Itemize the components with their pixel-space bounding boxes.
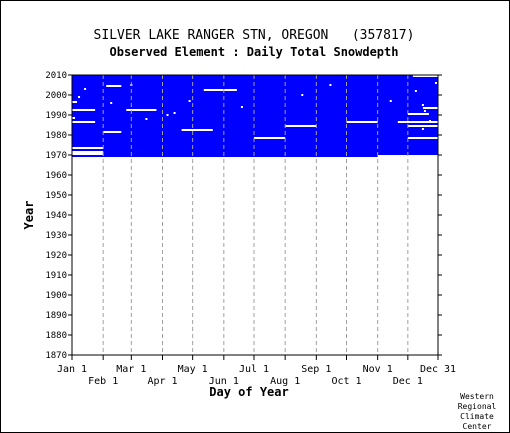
y-tick-label: 1880 (45, 331, 67, 341)
y-tick-label: 1940 (45, 211, 67, 221)
y-tick-label: 1980 (45, 131, 67, 141)
missing-data-dot (240, 106, 243, 108)
missing-data-segment (407, 157, 438, 159)
y-tick-label: 2010 (45, 71, 67, 81)
missing-data-segment (181, 129, 213, 131)
y-tick-label: 2000 (45, 91, 67, 101)
y-tick-label: 1890 (45, 311, 67, 321)
missing-data-segment (72, 151, 104, 153)
x-tick-label: May 1 (178, 364, 208, 375)
missing-data-dot (414, 90, 417, 92)
missing-data-segment (72, 121, 96, 123)
missing-data-segment (203, 89, 237, 91)
missing-data-dot (428, 120, 431, 122)
missing-data-segment (412, 75, 438, 77)
missing-data-segment (285, 125, 317, 127)
y-tick-label: 1930 (45, 231, 67, 241)
missing-data-dot (145, 118, 148, 120)
missing-data-dot (434, 82, 437, 84)
missing-data-segment (72, 101, 78, 103)
missing-data-segment (72, 109, 96, 111)
x-tick-label: Nov 1 (363, 364, 393, 375)
x-tick-label: Sep 1 (301, 364, 331, 375)
x-tick-label: Jun 1 (209, 376, 239, 387)
x-tick-label: Apr 1 (147, 376, 177, 387)
credit-line: Western (460, 392, 494, 401)
x-tick-label: Jul 1 (239, 364, 269, 375)
credit-line: Center (463, 422, 492, 431)
y-axis-label: Year (22, 201, 36, 230)
missing-data-segment (253, 137, 286, 139)
x-tick-label: Jan 1 (57, 364, 87, 375)
y-tick-label: 1960 (45, 171, 67, 181)
y-tick-label: 1970 (45, 151, 67, 161)
x-axis: Jan 1 Mar 1 May 1 Jul 1 Sep 1 Nov 1 Dec 31 Feb … (57, 355, 456, 387)
y-tick-label: 1990 (45, 111, 67, 121)
missing-data-segment (72, 153, 104, 155)
missing-data-dot (389, 100, 392, 102)
y-tick-label: 1900 (45, 291, 67, 301)
missing-data-segment (106, 85, 122, 87)
credit-line: Climate (460, 412, 494, 421)
missing-data-segment (103, 131, 122, 133)
x-axis-label: Day of Year (209, 385, 288, 399)
missing-data-segment (422, 107, 438, 109)
missing-data-dot (301, 94, 304, 96)
y-tick-label: 1950 (45, 191, 67, 201)
y-tick-label: 1910 (45, 271, 67, 281)
missing-data-dot (423, 110, 426, 112)
x-tick-label: Mar 1 (116, 364, 146, 375)
missing-data-dot (78, 96, 81, 98)
y-tick-label: 1920 (45, 251, 67, 261)
plot-area (71, 74, 439, 356)
credit-line: Regional (458, 402, 497, 411)
y-axis: 1870 1880 1890 1900 1910 1920 1930 1940 1950 1960… (45, 71, 442, 361)
missing-data-segment (407, 137, 438, 139)
missing-data-dot (166, 114, 169, 116)
x-tick-label: Aug 1 (270, 376, 300, 387)
missing-data-dot (188, 100, 191, 102)
missing-data-segment (407, 125, 438, 127)
missing-data-segment (126, 109, 157, 111)
y-tick-label: 1870 (45, 351, 67, 361)
missing-data-segment (346, 121, 378, 123)
missing-data-segment (72, 147, 104, 149)
missing-data-dot (421, 128, 424, 130)
chart-title: SILVER LAKE RANGER STN, OREGON (357817) (94, 28, 415, 43)
observed-data-block (72, 75, 438, 157)
missing-data-segment (72, 117, 76, 119)
missing-data-dot (84, 88, 87, 90)
missing-data-dot (329, 84, 332, 86)
missing-data-segment (407, 113, 429, 115)
x-tick-label: Oct 1 (331, 376, 361, 387)
chart-subtitle: Observed Element : Daily Total Snowdepth (110, 45, 399, 59)
missing-data-dot (173, 112, 176, 114)
x-tick-label: Dec 1 (393, 376, 423, 387)
x-tick-label: Dec 31 (420, 364, 456, 375)
missing-data-dot (421, 104, 424, 106)
missing-data-segment (397, 121, 438, 123)
x-tick-label: Feb 1 (88, 376, 118, 387)
missing-data-dot (110, 102, 113, 104)
